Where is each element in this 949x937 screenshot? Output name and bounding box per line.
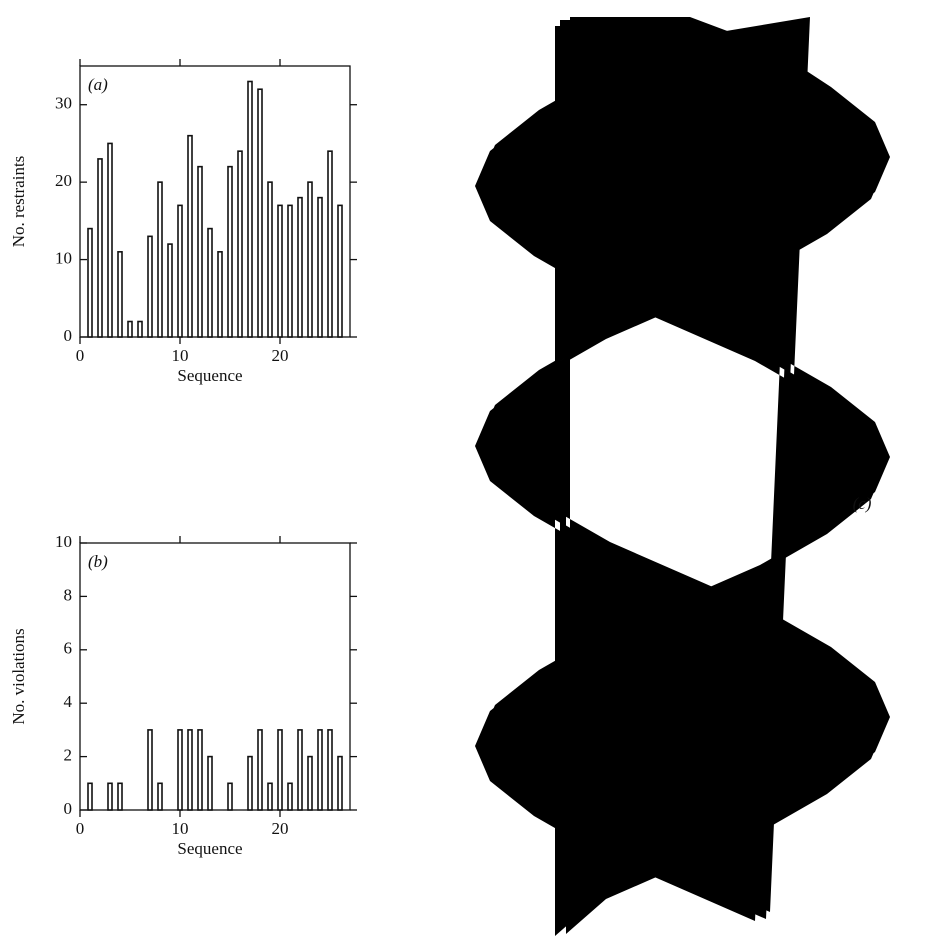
x-tick-label: 20 — [272, 819, 289, 838]
bar — [217, 251, 223, 338]
bar — [317, 729, 323, 811]
bar — [227, 165, 233, 338]
y-tick-label: 8 — [64, 585, 73, 604]
bar — [257, 88, 263, 338]
bar — [277, 204, 283, 338]
y-tick-label: 0 — [64, 799, 73, 818]
bar — [337, 204, 343, 338]
y-tick-label: 6 — [64, 639, 73, 658]
bar — [197, 165, 203, 338]
y-axis-label: No. violations — [9, 628, 28, 724]
y-tick-label: 10 — [55, 248, 72, 267]
bar — [207, 227, 213, 338]
y-tick-label: 4 — [64, 692, 73, 711]
bar — [277, 729, 283, 811]
x-tick-label: 0 — [76, 346, 85, 365]
panel-label: (a) — [88, 75, 108, 94]
x-axis-label: Sequence — [177, 839, 242, 858]
bar — [137, 320, 143, 338]
bar — [87, 227, 93, 338]
panel-label: (c) — [853, 494, 872, 513]
bar — [297, 196, 303, 338]
plot-frame — [79, 65, 351, 338]
bar — [307, 181, 313, 338]
y-tick-label: 20 — [55, 171, 72, 190]
panel-label: (b) — [88, 552, 108, 571]
bar — [317, 196, 323, 338]
bar — [327, 729, 333, 811]
bar — [107, 782, 113, 811]
bar — [107, 142, 113, 338]
bar — [227, 782, 233, 811]
bar — [337, 755, 343, 811]
molecular-structure — [475, 17, 890, 936]
x-tick-label: 10 — [172, 346, 189, 365]
bar — [127, 320, 133, 338]
bar — [247, 80, 253, 338]
bar — [287, 204, 293, 338]
bar — [197, 729, 203, 811]
bar — [297, 729, 303, 811]
y-tick-label: 2 — [64, 746, 73, 765]
x-axis-label: Sequence — [177, 366, 242, 385]
y-tick-label: 10 — [55, 532, 72, 551]
bar — [117, 251, 123, 338]
bar — [187, 134, 193, 338]
bar — [237, 150, 243, 338]
bar — [247, 755, 253, 811]
bar — [327, 150, 333, 338]
x-tick-label: 0 — [76, 819, 85, 838]
y-tick-label: 0 — [64, 326, 73, 345]
bar — [157, 181, 163, 338]
x-tick-label: 20 — [272, 346, 289, 365]
y-axis-label: No. restraints — [9, 156, 28, 248]
bar — [177, 204, 183, 338]
x-tick-label: 10 — [172, 819, 189, 838]
bar — [147, 729, 153, 811]
bar — [157, 782, 163, 811]
bar — [267, 782, 273, 811]
y-tick-label: 30 — [55, 94, 72, 113]
bar — [257, 729, 263, 811]
plot-frame — [79, 542, 351, 811]
bar — [307, 755, 313, 811]
bar — [97, 158, 103, 338]
bar — [177, 729, 183, 811]
bar — [207, 755, 213, 811]
bar — [187, 729, 193, 811]
bar — [147, 235, 153, 338]
bar — [167, 243, 173, 338]
bar — [267, 181, 273, 338]
bar — [117, 782, 123, 811]
bar — [287, 782, 293, 811]
bar — [87, 782, 93, 811]
